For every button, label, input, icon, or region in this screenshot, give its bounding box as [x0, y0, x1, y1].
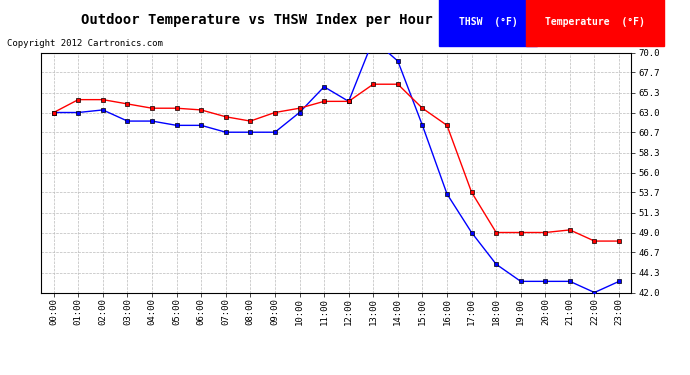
- Text: THSW  (°F): THSW (°F): [459, 17, 518, 27]
- Text: Outdoor Temperature vs THSW Index per Hour (24 Hours)  20121014: Outdoor Temperature vs THSW Index per Ho…: [81, 13, 609, 27]
- Text: Copyright 2012 Cartronics.com: Copyright 2012 Cartronics.com: [7, 39, 163, 48]
- Text: Temperature  (°F): Temperature (°F): [545, 17, 645, 27]
